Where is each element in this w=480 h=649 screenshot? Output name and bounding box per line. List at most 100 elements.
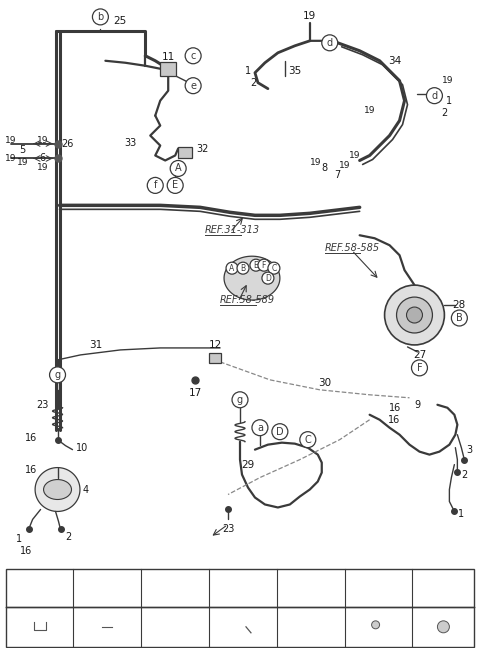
Circle shape xyxy=(147,177,163,193)
Circle shape xyxy=(407,307,422,323)
Text: 30: 30 xyxy=(318,378,331,388)
Text: 16: 16 xyxy=(388,415,401,424)
Text: 7: 7 xyxy=(335,171,341,180)
Text: 13: 13 xyxy=(108,583,122,593)
Bar xyxy=(433,619,454,635)
Circle shape xyxy=(300,432,316,448)
Text: 10: 10 xyxy=(76,443,89,452)
Text: 27: 27 xyxy=(413,350,426,360)
Text: e: e xyxy=(298,583,304,593)
Text: 2: 2 xyxy=(250,78,256,88)
Text: 1: 1 xyxy=(245,66,251,76)
Bar xyxy=(168,620,182,623)
Polygon shape xyxy=(35,467,80,511)
Text: 6: 6 xyxy=(39,153,46,164)
Text: 11: 11 xyxy=(162,52,175,62)
Text: d: d xyxy=(327,38,333,48)
Circle shape xyxy=(258,259,270,271)
Text: a: a xyxy=(257,422,263,433)
Circle shape xyxy=(437,621,449,633)
Text: 19: 19 xyxy=(442,76,453,85)
Text: c: c xyxy=(191,51,196,61)
Text: 16: 16 xyxy=(24,465,37,474)
Text: c: c xyxy=(163,583,168,593)
Text: 2: 2 xyxy=(461,470,468,480)
Circle shape xyxy=(167,177,183,193)
Text: 2: 2 xyxy=(65,532,72,543)
Text: f: f xyxy=(154,180,157,190)
Text: 19: 19 xyxy=(364,106,375,115)
Text: 17: 17 xyxy=(189,388,202,398)
Text: B: B xyxy=(456,313,463,323)
Text: 19: 19 xyxy=(5,136,16,145)
Text: F: F xyxy=(262,261,266,270)
Text: 20: 20 xyxy=(380,583,394,593)
Text: d: d xyxy=(432,91,437,101)
Circle shape xyxy=(93,9,108,25)
Text: g: g xyxy=(237,395,243,405)
Text: 29: 29 xyxy=(241,459,254,470)
Bar xyxy=(233,623,243,635)
Text: A: A xyxy=(229,263,235,273)
Circle shape xyxy=(272,424,288,439)
Text: 22: 22 xyxy=(40,583,55,593)
Text: 19: 19 xyxy=(339,161,350,170)
Text: E: E xyxy=(172,180,178,190)
Circle shape xyxy=(262,272,274,284)
Circle shape xyxy=(226,581,240,595)
Circle shape xyxy=(185,78,201,93)
Bar xyxy=(209,353,221,363)
Text: 23: 23 xyxy=(222,524,234,534)
Text: b: b xyxy=(97,12,104,22)
Circle shape xyxy=(232,392,248,408)
Text: 19: 19 xyxy=(5,154,16,163)
Text: 16: 16 xyxy=(389,403,402,413)
Bar xyxy=(370,619,387,634)
Text: 3: 3 xyxy=(466,445,472,455)
Circle shape xyxy=(426,581,441,595)
Text: 1: 1 xyxy=(458,509,465,519)
Text: a: a xyxy=(26,583,33,593)
Text: 15: 15 xyxy=(247,580,259,589)
Text: 5: 5 xyxy=(20,145,26,154)
Circle shape xyxy=(250,259,262,271)
Circle shape xyxy=(90,581,104,595)
Bar xyxy=(168,628,182,631)
Text: 19: 19 xyxy=(37,163,48,172)
Ellipse shape xyxy=(44,480,72,500)
Text: 19: 19 xyxy=(17,158,28,167)
Text: F: F xyxy=(417,363,422,373)
Text: 19: 19 xyxy=(349,151,360,160)
Bar xyxy=(168,624,182,628)
Bar xyxy=(305,630,317,632)
Text: E: E xyxy=(253,261,258,270)
Text: 24: 24 xyxy=(176,583,190,593)
Text: 28: 28 xyxy=(453,300,466,310)
Text: 33: 33 xyxy=(124,138,136,147)
Text: 4: 4 xyxy=(83,485,88,495)
Text: f: f xyxy=(367,583,370,593)
Text: 26: 26 xyxy=(61,138,74,149)
Text: 19: 19 xyxy=(303,11,316,21)
Text: B: B xyxy=(240,263,246,273)
Text: C: C xyxy=(271,263,276,273)
Circle shape xyxy=(396,297,432,333)
Text: C: C xyxy=(304,435,311,445)
Bar xyxy=(160,62,176,76)
Text: 16: 16 xyxy=(24,433,37,443)
Circle shape xyxy=(158,581,172,595)
Text: 16: 16 xyxy=(20,546,32,556)
Text: D: D xyxy=(265,274,271,282)
Text: 19: 19 xyxy=(37,136,48,145)
Text: b: b xyxy=(94,583,100,593)
Bar xyxy=(168,632,182,635)
Text: REF.31-313: REF.31-313 xyxy=(205,225,260,236)
Text: d: d xyxy=(230,583,236,593)
Circle shape xyxy=(451,310,468,326)
Circle shape xyxy=(372,621,380,629)
Text: 8: 8 xyxy=(322,164,328,173)
Bar xyxy=(305,621,317,624)
Text: 19: 19 xyxy=(310,158,322,167)
Text: 14: 14 xyxy=(312,583,326,593)
Circle shape xyxy=(49,367,65,383)
